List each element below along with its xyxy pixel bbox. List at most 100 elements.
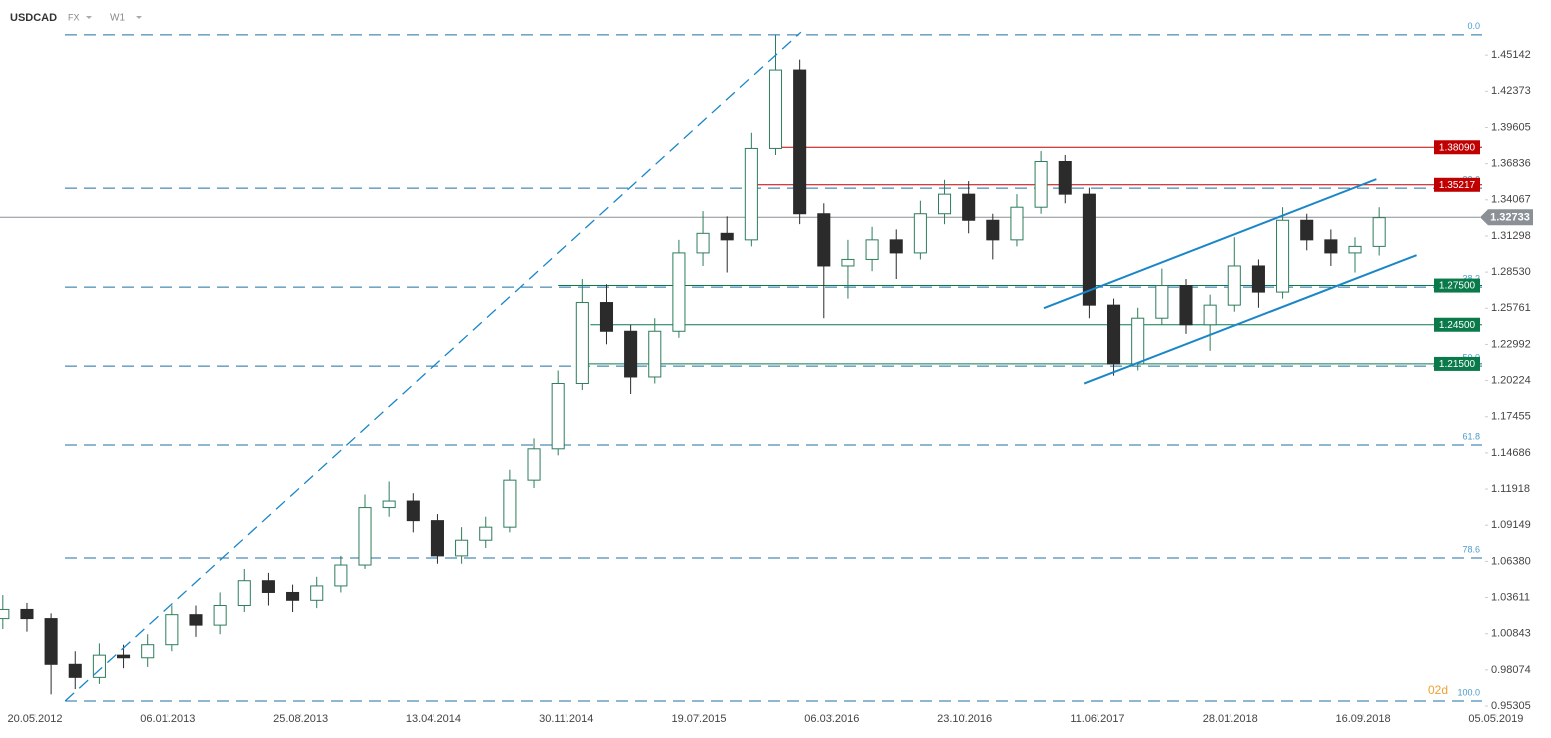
candle-body	[1348, 245, 1362, 254]
y-tick-label: 1.42373	[1491, 85, 1531, 97]
level-label: 1.27500	[1439, 281, 1476, 292]
candle-body	[817, 213, 831, 267]
level-label: 1.21500	[1439, 359, 1476, 370]
candle-body	[165, 614, 179, 646]
candle-body	[1300, 219, 1314, 241]
y-tick-label: 1.09149	[1491, 519, 1531, 531]
candle-body	[237, 580, 251, 607]
candle-body	[865, 239, 879, 260]
market[interactable]: FX	[68, 12, 80, 22]
candle-body	[937, 193, 952, 215]
candle-body	[310, 585, 324, 601]
candle-body	[744, 147, 758, 241]
y-tick-label: 1.20224	[1491, 374, 1531, 386]
candle-body	[479, 526, 493, 541]
fib-label: 78.6	[1462, 544, 1480, 554]
x-tick-label: 30.11.2014	[539, 713, 593, 725]
current-price-label: 1.32733	[1490, 212, 1530, 224]
candle-body	[1058, 160, 1072, 195]
fib-label: 38.2	[1462, 274, 1480, 284]
x-tick-label: 05.05.2019	[1468, 713, 1523, 725]
x-tick-label: 13.04.2014	[406, 713, 461, 725]
candle-body	[575, 302, 589, 385]
candle-body	[696, 232, 710, 254]
candle-body	[141, 644, 155, 659]
y-tick-label: 1.45142	[1491, 49, 1531, 61]
candle-body	[986, 219, 1000, 241]
candle-body	[68, 663, 82, 678]
level-label-box	[1434, 356, 1480, 371]
x-tick-label: 11.06.2017	[1070, 713, 1124, 725]
level-label-box	[1434, 177, 1480, 192]
y-tick-label: 1.28530	[1491, 266, 1531, 278]
candle-body	[503, 479, 517, 528]
dropdown-arrow[interactable]	[136, 16, 142, 19]
candle-body	[1107, 304, 1121, 365]
level-label: 1.38090	[1439, 142, 1476, 153]
fib-label: 0.0	[1467, 21, 1480, 31]
y-tick-label: 0.95305	[1491, 700, 1531, 712]
candle-body	[624, 330, 638, 378]
y-tick-label: 1.22992	[1491, 338, 1531, 350]
dropdown-arrow[interactable]	[86, 16, 92, 19]
candle-body	[1227, 265, 1241, 306]
symbol[interactable]: USDCAD	[10, 12, 57, 24]
candle-body	[720, 232, 734, 241]
candle-body	[189, 614, 203, 626]
y-tick-label: 0.98074	[1491, 664, 1531, 676]
x-tick-label: 16.09.2018	[1336, 713, 1391, 725]
y-tick-label: 1.11918	[1491, 483, 1530, 495]
candle-body	[793, 69, 807, 215]
y-tick-label: 1.17455	[1491, 411, 1531, 423]
candle-body	[1010, 206, 1024, 241]
candle-body	[962, 193, 976, 221]
candle-body	[117, 654, 131, 659]
candle-body	[1251, 265, 1265, 293]
candle-body	[334, 564, 348, 587]
y-tick-label: 1.14686	[1491, 447, 1531, 459]
x-tick-label: 06.03.2016	[804, 713, 859, 725]
y-tick-label: 1.03611	[1491, 591, 1530, 603]
candle-body	[599, 302, 614, 332]
candle-body	[768, 69, 783, 149]
y-tick-label: 1.25761	[1491, 302, 1531, 314]
x-tick-label: 28.01.2018	[1203, 713, 1258, 725]
candle-body	[261, 580, 275, 593]
candle-body	[527, 448, 541, 481]
candle-body	[1034, 160, 1048, 208]
candle-body	[286, 591, 300, 601]
candle-body	[1155, 285, 1169, 319]
trendline	[1083, 254, 1417, 385]
candle-body	[358, 507, 372, 566]
candle-body	[382, 500, 396, 509]
candle-body	[648, 330, 662, 378]
candle-body	[672, 252, 686, 332]
candle-body	[1179, 285, 1193, 326]
x-tick-label: 23.10.2016	[937, 713, 992, 725]
candle-body	[20, 608, 34, 620]
level-label: 1.35217	[1439, 180, 1476, 191]
candle-body	[1372, 217, 1386, 247]
y-tick-label: 1.36836	[1491, 158, 1531, 170]
level-label-box	[1434, 317, 1480, 332]
candle-body	[430, 520, 444, 557]
fib-label: 100.0	[1457, 687, 1480, 697]
trendline	[1043, 178, 1377, 310]
candle-body	[841, 258, 855, 267]
watermark: 02d	[1428, 683, 1448, 697]
y-tick-label: 1.31298	[1491, 230, 1531, 242]
x-tick-label: 06.01.2013	[140, 713, 195, 725]
trendline	[64, 31, 802, 702]
candle-body	[44, 618, 58, 665]
interval[interactable]: W1	[110, 13, 125, 24]
candle-body	[1324, 239, 1338, 254]
y-tick-label: 1.39605	[1491, 121, 1531, 133]
candle-body	[0, 608, 10, 620]
candle-body	[1131, 317, 1145, 365]
x-tick-label: 25.08.2013	[273, 713, 328, 725]
candle-body	[889, 239, 903, 254]
candle-body	[455, 539, 469, 557]
y-tick-label: 1.34067	[1491, 194, 1531, 206]
candle-body	[213, 605, 227, 626]
